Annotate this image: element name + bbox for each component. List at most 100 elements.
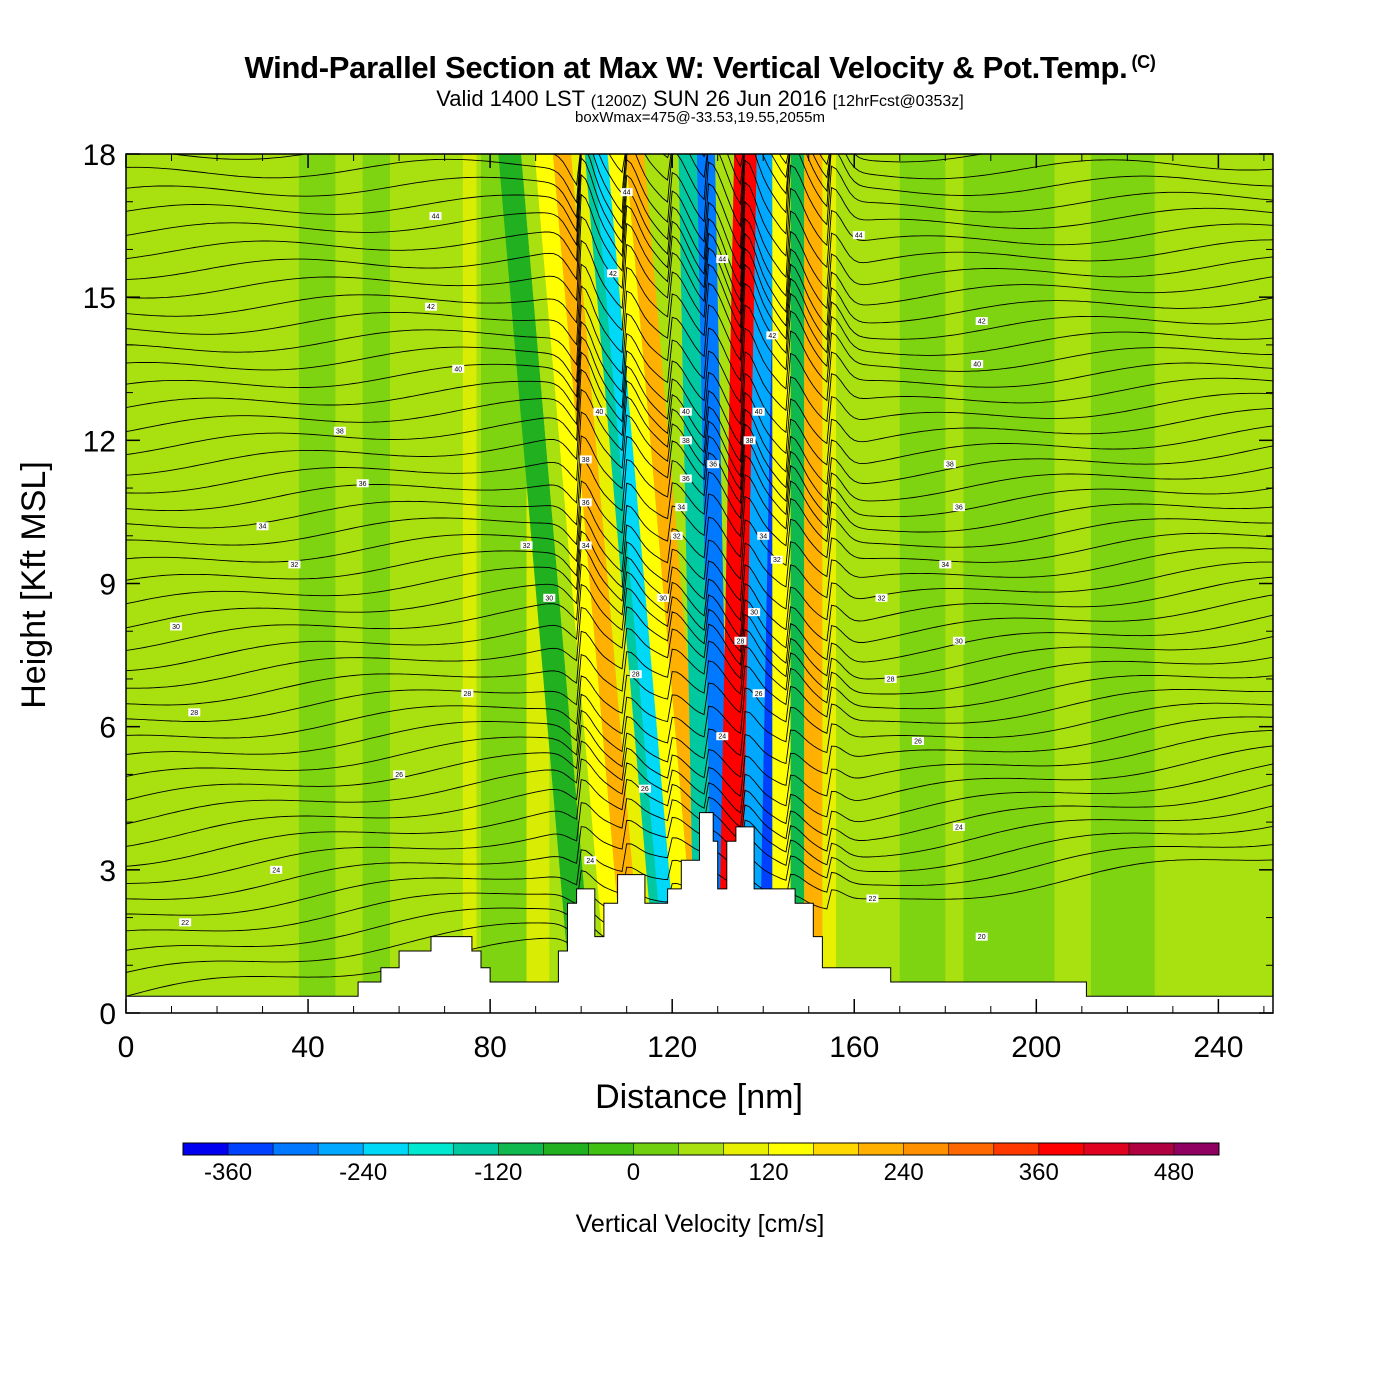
velocity-band [804,154,823,1013]
colorbar-tick-label: -240 [339,1159,387,1186]
isotherm-line [126,594,1273,706]
isotherm-label-text: 34 [941,562,949,569]
colorbar-swatch [453,1143,499,1155]
isotherm-label-bg [748,608,761,617]
isotherm-label: 34 [757,531,770,540]
isotherm-line [126,327,1273,412]
isotherm-label-bg [638,784,651,793]
isotherm-label: 36 [579,498,592,507]
isotherm-label-text: 42 [609,271,617,278]
isotherm-label: 28 [188,708,201,717]
isotherm-label: 32 [520,541,533,550]
isotherm-label-text: 40 [755,409,763,416]
isotherm-line [126,154,1234,204]
velocity-band [571,154,659,1013]
colorbar-tick-label: -120 [474,1159,522,1186]
isotherm-line [126,215,1273,303]
isotherm-label-bg [752,407,765,416]
colorbar-swatch [273,1143,319,1155]
isotherm-label-bg [188,708,201,717]
isotherm-label-text: 40 [454,366,462,373]
isotherm-label-text: 32 [773,557,781,564]
x-axis-label: Distance [nm] [595,1078,803,1116]
isotherm-label-text: 30 [955,638,963,645]
isotherm-label-bg [952,503,965,512]
isotherm-label-text: 28 [190,710,198,717]
isotherm-line [126,154,1273,233]
y-tick-label: 18 [83,139,116,172]
isotherm-label-bg [939,560,952,569]
isotherm-label-bg [884,674,897,683]
isotherm-label-text: 30 [659,595,667,602]
colorbar-swatch [543,1143,589,1155]
isotherm-label: 30 [657,593,670,602]
isotherm-line [126,232,1273,324]
isotherm-label-text: 44 [718,256,726,263]
isotherm-label-text: 26 [641,786,649,793]
isotherm-label-bg [943,460,956,469]
velocity-band [552,154,645,1013]
x-tick-label: 120 [647,1031,697,1064]
isotherm-label-bg [543,593,556,602]
velocity-band [717,154,757,1013]
isotherm-label-text: 26 [914,738,922,745]
isotherm-label-bg [911,736,924,745]
isotherm-label-text: 28 [887,676,895,683]
isotherm-line [126,454,1273,546]
isotherm-label-text: 36 [955,505,963,512]
x-tick-label: 240 [1193,1031,1243,1064]
isotherm-line [126,368,1273,456]
isotherm-line [126,193,1273,288]
isotherm-label: 42 [424,302,437,311]
isotherm-label-text: 22 [181,920,189,927]
isotherm-line [126,614,1273,722]
colorbar-swatch [993,1143,1040,1155]
y-tick-label: 12 [83,425,116,458]
isotherm-label-text: 24 [718,734,726,741]
isotherm-label-bg [657,593,670,602]
colorbar-tick-label: -360 [204,1159,252,1186]
isotherm-label-text: 30 [545,595,553,602]
isotherm-label: 22 [866,894,879,903]
isotherm-line [126,688,1273,801]
isotherm-line [126,730,1273,867]
isotherm-label: 38 [679,436,692,445]
isotherm-line [126,561,1273,672]
isotherm-label: 40 [452,364,465,373]
velocity-band [534,154,627,1013]
isotherm-label-bg [593,407,606,416]
isotherm-label-bg [716,732,729,741]
colorbar-swatch [498,1143,544,1155]
colorbar-swatch [363,1143,409,1155]
colorbar-swatch [183,1143,229,1155]
colorbar-swatch [408,1143,454,1155]
isotherm-label-bg [670,531,683,540]
isotherm-label-bg [875,593,888,602]
isotherm-label-text: 42 [427,304,435,311]
isotherm-label: 20 [975,932,988,941]
chart-title-text: Wind-Parallel Section at Max W: Vertical… [244,50,1128,85]
isotherm-label: 30 [543,593,556,602]
velocity-band [740,154,776,1013]
isotherm-label-text: 30 [750,610,758,617]
y-tick-label: 3 [99,855,116,888]
isotherm-label: 34 [939,560,952,569]
isotherm-label: 32 [875,593,888,602]
isotherm-label-text: 38 [682,438,690,445]
y-tick-label: 6 [99,712,116,745]
isotherm-label-bg [679,474,692,483]
isotherm-line [126,408,1273,494]
colorbar-tick-label: 360 [1019,1159,1059,1186]
isotherm-line [126,247,1273,346]
isotherm-label: 24 [952,822,965,831]
isotherm-label-text: 38 [336,428,344,435]
x-tick-label: 40 [291,1031,324,1064]
colorbar-swatch [1083,1143,1130,1155]
isotherm-label: 44 [716,254,729,263]
isotherm-label: 24 [716,732,729,741]
isotherm-line [126,636,1273,739]
colorbar-swatch [678,1143,725,1155]
isotherm-label-text: 34 [759,533,767,540]
x-tick-label: 80 [473,1031,506,1064]
isotherm-line [126,547,1273,651]
